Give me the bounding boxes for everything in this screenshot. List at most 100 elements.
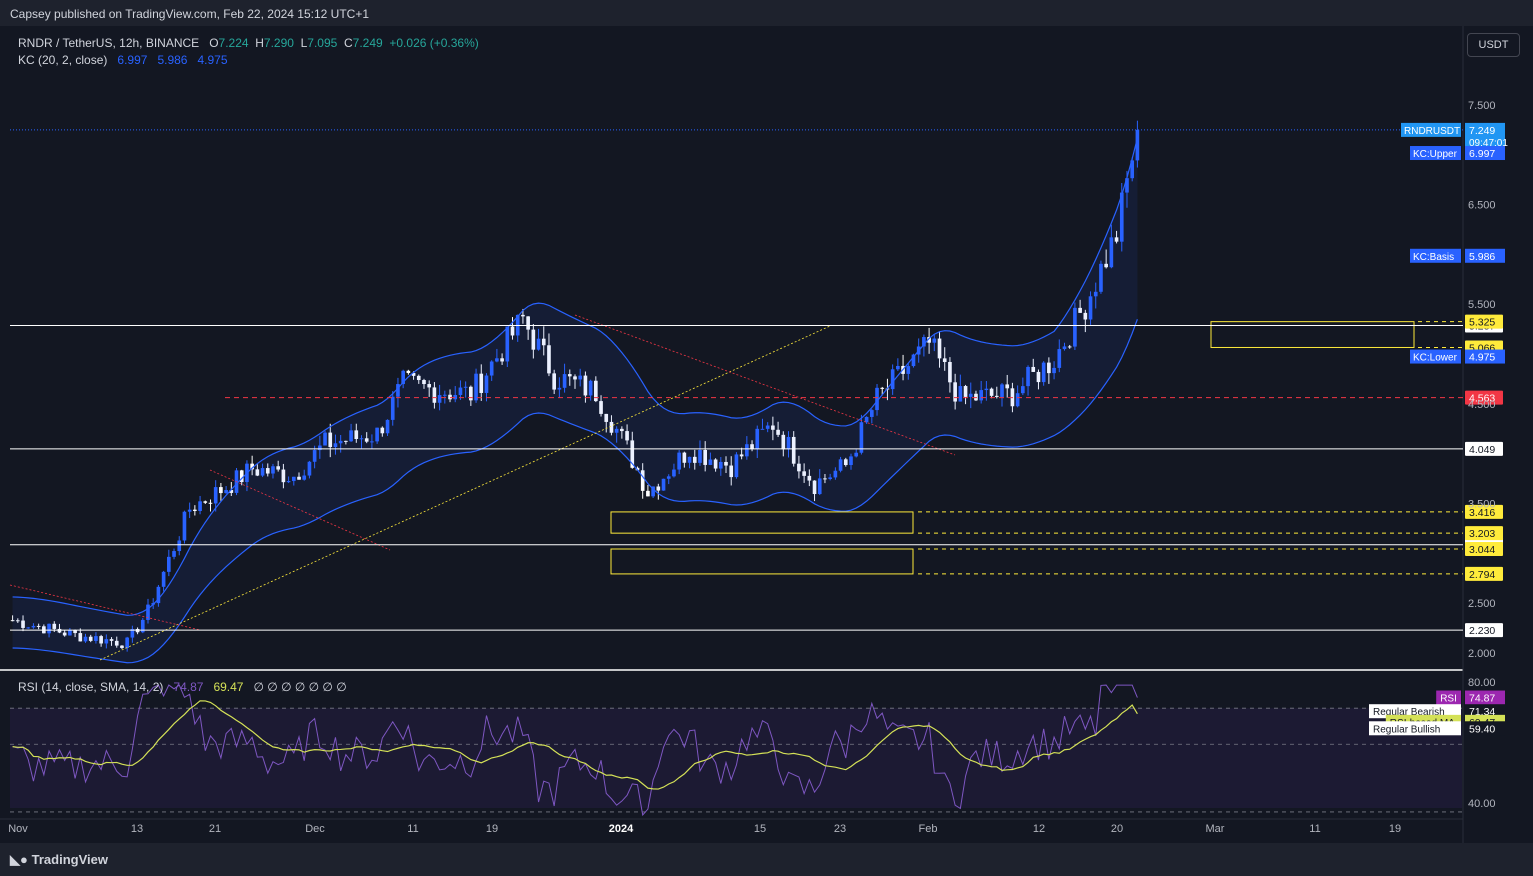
candle-body: [724, 461, 728, 466]
candle-body: [1099, 263, 1103, 292]
rsi-value-tag: [1465, 704, 1505, 719]
candle-body: [182, 511, 187, 541]
price-axis-tick: 7.500: [1468, 100, 1496, 112]
rsi-name-tag-text: Regular Bearish: [1373, 707, 1445, 718]
candle-body: [146, 604, 150, 620]
candle-body: [458, 387, 463, 395]
candle-body: [739, 454, 744, 457]
time-axis-tick: 11: [407, 823, 418, 835]
candle-body: [786, 436, 791, 450]
descending-trendline-b: [209, 469, 391, 551]
candle-body: [838, 459, 843, 471]
candle-body: [573, 376, 577, 380]
close-label: C: [344, 36, 353, 50]
candle-body: [771, 425, 775, 430]
candle-body: [375, 427, 379, 442]
candle-body: [672, 469, 676, 477]
candle-body: [948, 361, 952, 383]
candle-body: [609, 421, 614, 433]
rsi-extra: ∅ ∅ ∅ ∅ ∅ ∅ ∅: [253, 680, 347, 694]
candle-body: [994, 395, 999, 397]
rsi-value: 74.87: [173, 680, 204, 694]
supply-demand-zone: [610, 548, 914, 575]
candle-body: [271, 466, 275, 474]
candle-body: [99, 636, 103, 644]
level-tag-text: 2.794: [1469, 569, 1495, 581]
candle-body: [114, 640, 119, 646]
tv-logo-icon: ◣●: [10, 852, 28, 867]
series-name-tag: [1410, 248, 1461, 263]
candle-body: [36, 625, 41, 627]
candle-body: [791, 436, 796, 464]
candle-body: [604, 413, 609, 422]
candle-body: [396, 384, 400, 397]
candle-body: [875, 387, 879, 411]
candle-body: [1125, 178, 1129, 193]
candle-body: [979, 390, 983, 401]
candle-body: [224, 490, 228, 494]
series-value-tag-text: 7.249: [1469, 125, 1495, 137]
candle-body: [193, 509, 197, 511]
kc-upper-line: [12, 137, 1138, 616]
candle-body: [281, 469, 286, 483]
candle-body: [78, 633, 83, 642]
candle-body: [1021, 386, 1025, 394]
rsi-name-tag: [1369, 704, 1461, 719]
candle-body: [260, 468, 265, 476]
candle-body: [890, 369, 895, 390]
candle-body: [276, 466, 281, 470]
chart-background: [0, 26, 1533, 843]
candle-body: [703, 449, 708, 465]
candle-body: [531, 329, 536, 350]
candle-body: [229, 490, 234, 493]
candle-body: [677, 452, 681, 470]
candle-body: [755, 428, 760, 449]
candle-body: [68, 630, 72, 636]
candle-body: [187, 509, 192, 512]
rsi-legend: RSI (14, close, SMA, 14, 2) 74.87 69.47 …: [18, 680, 347, 694]
candle-body: [239, 470, 244, 483]
candle-body: [557, 387, 562, 390]
time-axis-tick: 15: [754, 823, 766, 835]
candle-body: [1036, 371, 1041, 383]
candle-body: [859, 422, 864, 453]
candle-body: [1041, 362, 1046, 383]
candle-body: [219, 487, 223, 494]
price-axis-tick: 6.500: [1468, 200, 1496, 212]
candle-body: [1073, 307, 1077, 347]
publish-bar: Capsey published on TradingView.com, Feb…: [0, 0, 1533, 26]
currency-button[interactable]: USDT: [1467, 33, 1520, 57]
candle-body: [599, 401, 603, 414]
candle-body: [536, 338, 541, 350]
candle-body: [812, 480, 817, 495]
candle-body: [833, 470, 838, 478]
symbol-title: RNDR / TetherUS, 12h, BINANCE: [18, 36, 200, 50]
candle-body: [651, 486, 655, 497]
time-axis-tick: 19: [1389, 823, 1401, 835]
tradingview-logo: ◣● TradingView: [10, 852, 108, 868]
candle-body: [390, 396, 395, 420]
rsi-value-tag-text: 74.87: [1469, 693, 1495, 705]
kc-lower-value: 4.975: [197, 53, 228, 67]
candle-body: [646, 490, 650, 497]
candle-body: [177, 540, 182, 552]
candles-group: [10, 120, 1140, 652]
rsi-title: RSI (14, close, SMA, 14, 2): [18, 680, 164, 694]
kc-legend: KC (20, 2, close) 6.997 5.986 4.975: [18, 53, 228, 67]
rsi-ma-value: 69.47: [213, 680, 244, 694]
candle-body: [1114, 237, 1119, 242]
candle-body: [437, 395, 442, 403]
candle-body: [1057, 349, 1062, 368]
candle-body: [1130, 160, 1135, 179]
time-axis-tick: 13: [131, 823, 143, 835]
candle-body: [208, 502, 213, 504]
time-axis-tick: Nov: [8, 823, 28, 835]
candle-body: [640, 470, 645, 491]
candle-body: [1000, 384, 1004, 397]
candle-body: [692, 456, 697, 463]
candle-body: [359, 438, 364, 440]
candle-body: [562, 374, 567, 388]
candle-body: [1119, 192, 1124, 242]
